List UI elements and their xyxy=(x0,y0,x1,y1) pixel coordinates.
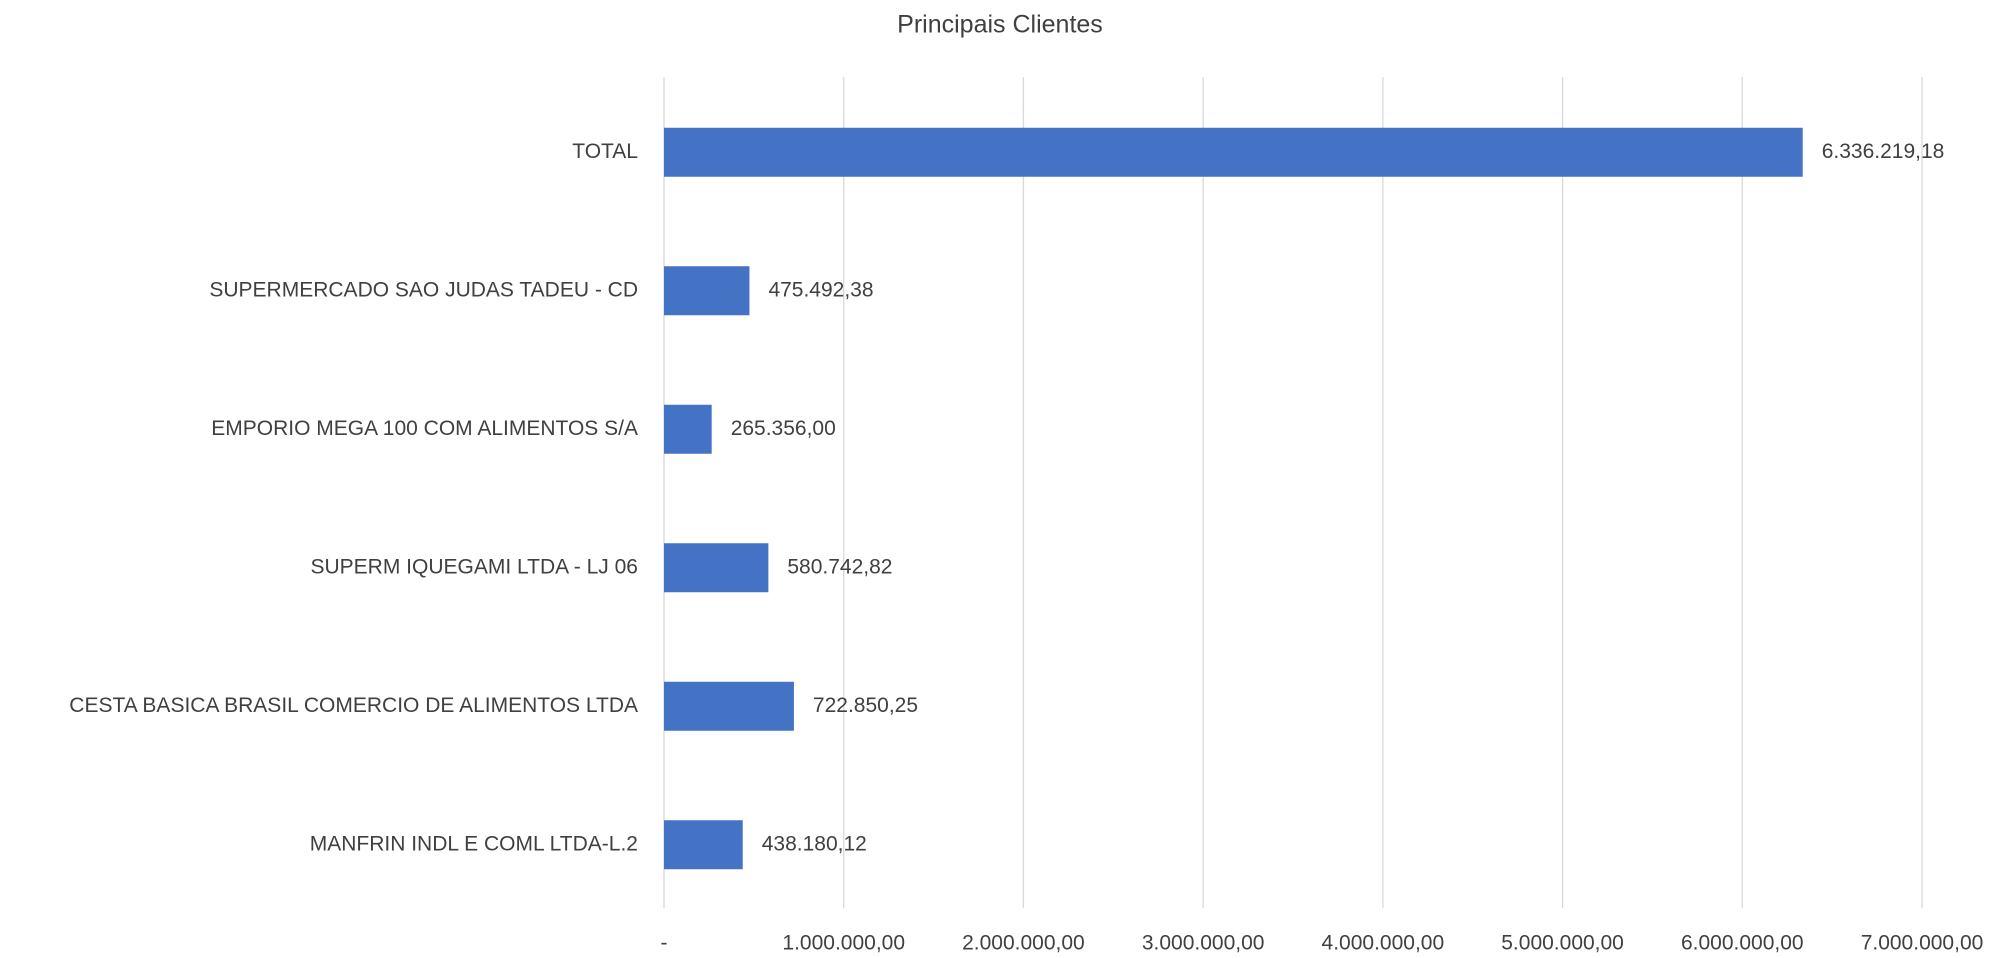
chart-title: Principais Clientes xyxy=(897,11,1103,39)
x-tick-label: 6.000.000,00 xyxy=(1681,932,1804,955)
bar xyxy=(664,266,750,316)
y-tick-label: EMPORIO MEGA 100 COM ALIMENTOS S/A xyxy=(211,417,638,440)
y-tick-label: CESTA BASICA BRASIL COMERCIO DE ALIMENTO… xyxy=(69,694,638,717)
value-label: 475.492,38 xyxy=(768,278,873,301)
bar xyxy=(664,127,1803,177)
x-tick-label: - xyxy=(661,932,668,955)
x-tick-label: 4.000.000,00 xyxy=(1322,932,1445,955)
value-label: 265.356,00 xyxy=(731,417,836,440)
x-tick-label: 3.000.000,00 xyxy=(1142,932,1265,955)
x-tick-label: 2.000.000,00 xyxy=(962,932,1085,955)
value-label: 722.850,25 xyxy=(813,694,918,717)
bar xyxy=(664,404,712,454)
x-tick-label: 5.000.000,00 xyxy=(1501,932,1624,955)
y-tick-label: SUPERMERCADO SAO JUDAS TADEU - CD xyxy=(209,278,638,301)
x-tick-label: 1.000.000,00 xyxy=(782,932,905,955)
x-tick-label: 7.000.000,00 xyxy=(1861,932,1984,955)
y-tick-label: TOTAL xyxy=(572,140,638,163)
bar xyxy=(664,543,769,593)
bar xyxy=(664,820,743,870)
value-label: 580.742,82 xyxy=(787,555,892,578)
value-label: 6.336.219,18 xyxy=(1822,140,1945,163)
y-tick-label: SUPERM IQUEGAMI LTDA - LJ 06 xyxy=(310,555,638,578)
value-label: 438.180,12 xyxy=(762,832,867,855)
bar xyxy=(664,681,794,731)
y-tick-label: MANFRIN INDL E COML LTDA-L.2 xyxy=(310,832,638,855)
